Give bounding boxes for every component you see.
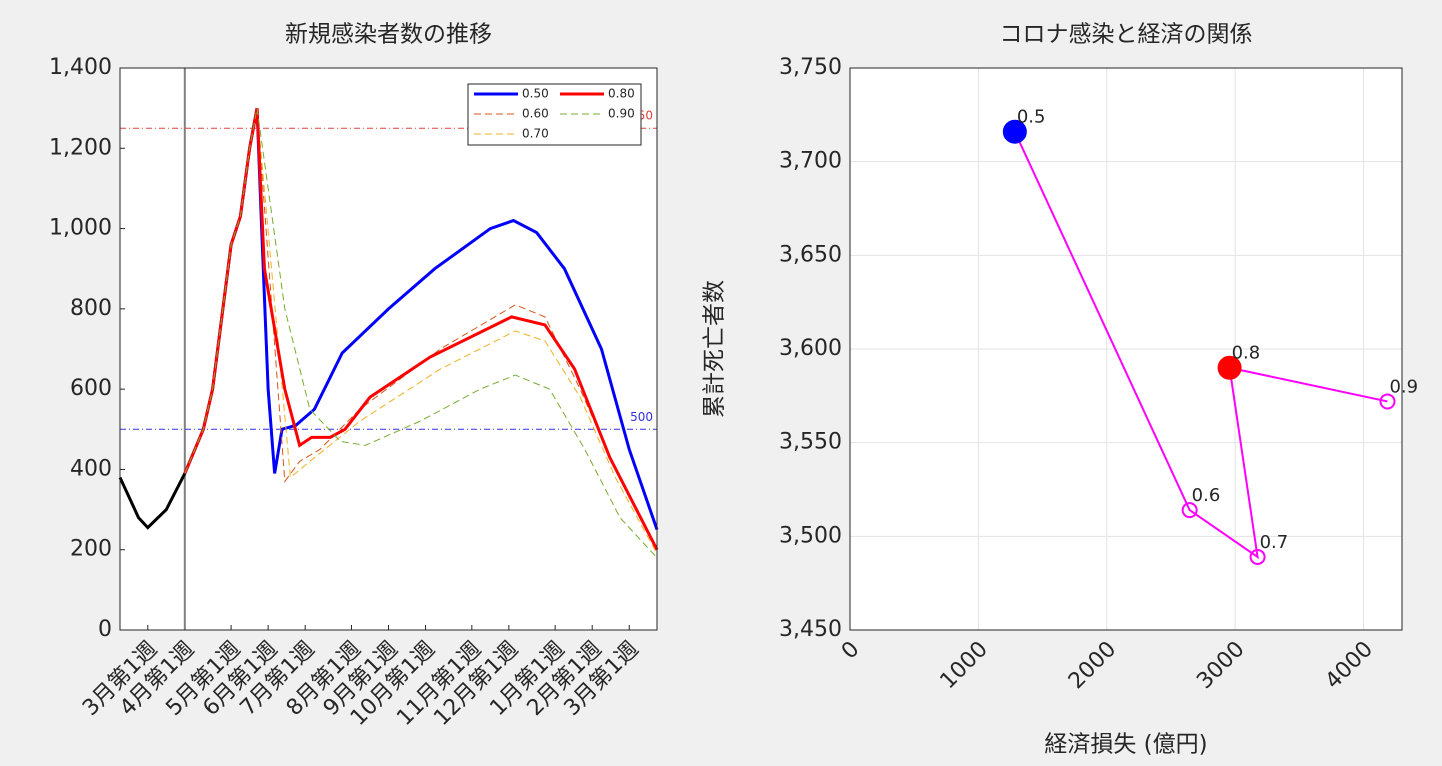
y-tick-label: 3,450: [779, 617, 842, 642]
x-axis-label: 経済損失 (億円): [1044, 732, 1207, 758]
connecting-line: [1013, 131, 1388, 560]
legend-label: 0.50: [522, 87, 549, 101]
point-label: 0.5: [1017, 107, 1046, 128]
series-line: [184, 108, 658, 550]
y-axis-label: 累計死亡者数: [702, 280, 728, 418]
point-label: 0.7: [1260, 532, 1289, 553]
y-tick-label: 3,500: [779, 523, 842, 548]
y-tick-label: 3,550: [779, 430, 842, 455]
point: [1002, 119, 1027, 144]
point: [1181, 502, 1198, 519]
series-line: [184, 108, 658, 554]
series-line: [118, 472, 187, 530]
series-line: [184, 108, 658, 559]
point: [1217, 355, 1242, 380]
point: [1379, 393, 1396, 410]
point-label: 0.8: [1232, 343, 1261, 364]
legend-label: 0.70: [522, 127, 549, 141]
point-label: 0.9: [1389, 376, 1418, 397]
legend: 0.50 0.60 0.70 0.80 0.90: [467, 83, 642, 146]
y-tick-label: 3,600: [779, 336, 842, 361]
y-tick-label: 600: [70, 376, 112, 401]
series-line: [183, 107, 659, 551]
y-tick-label: 3,700: [779, 149, 842, 174]
y-tick-label: 200: [70, 537, 112, 562]
axes-box: [119, 67, 658, 631]
y-tick-label: 0: [98, 617, 112, 642]
y-tick-label: 3,750: [779, 55, 842, 80]
y-tick-label: 800: [70, 296, 112, 321]
chart-title: コロナ感染と経済の関係: [1000, 22, 1253, 48]
plot-area: [120, 68, 657, 630]
y-tick-label: 3,650: [779, 242, 842, 267]
point: [1249, 548, 1266, 565]
y-tick-label: 400: [70, 456, 112, 481]
legend-label: 0.80: [608, 87, 635, 101]
chart-title: 新規感染者数の推移: [285, 22, 492, 48]
legend-label: 0.90: [608, 107, 635, 121]
y-tick-label: 1,400: [49, 55, 112, 80]
y-tick-label: 1,200: [49, 135, 112, 160]
axes-box: [849, 67, 1403, 631]
y-tick-label: 1,000: [49, 216, 112, 241]
legend-label: 0.60: [522, 107, 549, 121]
reference-label: 500: [630, 410, 653, 424]
point-label: 0.6: [1192, 485, 1221, 506]
